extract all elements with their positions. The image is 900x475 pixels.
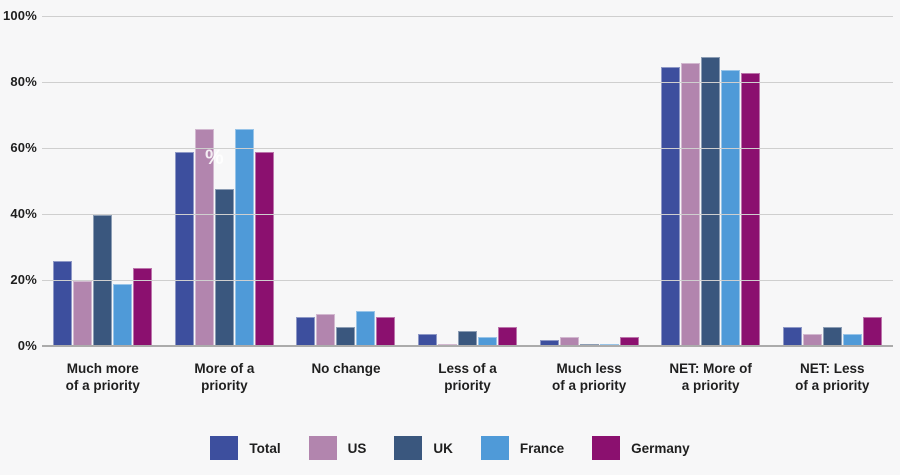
- category-label-line: priority: [444, 378, 491, 393]
- legend-label-total: Total: [249, 440, 281, 456]
- category-label-line: No change: [311, 361, 381, 376]
- bar-us: [559, 337, 579, 347]
- bar-france: [721, 69, 741, 347]
- bar-group-3: [285, 17, 407, 347]
- y-axis-tick-label: 60%: [10, 140, 37, 155]
- bar-uk: [822, 327, 842, 347]
- legend-item-uk: UK: [394, 436, 453, 460]
- bar-uk: [458, 330, 478, 347]
- bar-group-5: [528, 17, 650, 347]
- category-label-line: of a priority: [65, 378, 140, 393]
- category-label-line: Much more: [66, 361, 139, 376]
- bar-uk: [214, 188, 234, 347]
- y-axis-tick-label: 80%: [10, 74, 37, 89]
- bar-total: [174, 152, 194, 347]
- legend-label-france: France: [519, 440, 565, 456]
- category-label-line: Much less: [556, 361, 622, 376]
- bar-germany: [498, 327, 518, 347]
- category-label-6: NET: More of a priority: [650, 360, 772, 394]
- bar-france: [234, 129, 254, 347]
- bar-group-1: [42, 17, 164, 347]
- bar-us: [73, 281, 93, 347]
- bar-germany: [619, 337, 639, 347]
- bar-germany: [254, 152, 274, 347]
- bar-groups: [42, 17, 893, 347]
- x-axis-baseline: [42, 345, 893, 347]
- gridline: [42, 214, 893, 215]
- legend-swatch-uk: [394, 436, 423, 460]
- x-axis-labels: Much more of a priority More of a priority N…: [42, 360, 893, 394]
- bar-france: [842, 333, 862, 347]
- bar-france: [478, 337, 498, 347]
- bar-germany: [133, 267, 153, 347]
- bar-group-4: [407, 17, 529, 347]
- legend-item-us: US: [308, 436, 367, 460]
- bar-uk: [701, 56, 721, 347]
- category-label-4: Less of a priority: [407, 360, 529, 394]
- legend-item-france: France: [480, 436, 565, 460]
- category-label-5: Much less of a priority: [528, 360, 650, 394]
- bar-germany: [376, 317, 396, 347]
- category-label-line: NET: Less: [799, 361, 865, 376]
- bar-uk: [336, 327, 356, 347]
- legend-swatch-france: [480, 436, 509, 460]
- bar-us: [194, 129, 214, 347]
- bar-us: [802, 333, 822, 347]
- category-label-2: More of a priority: [164, 360, 286, 394]
- gridline: [42, 82, 893, 83]
- legend-label-uk: UK: [433, 440, 453, 456]
- category-label-line: Less of a: [438, 361, 497, 376]
- category-label-line: More of a: [194, 361, 255, 376]
- bar-us: [316, 314, 336, 347]
- category-label-1: Much more of a priority: [42, 360, 164, 394]
- bar-germany: [741, 73, 761, 347]
- bar-total: [782, 327, 802, 347]
- gridline: [42, 280, 893, 281]
- legend-swatch-us: [308, 436, 337, 460]
- legend-swatch-germany: [592, 436, 621, 460]
- gridline: [42, 16, 893, 17]
- bar-group-2: [164, 17, 286, 347]
- category-label-line: of a priority: [551, 378, 627, 393]
- bar-france: [356, 310, 376, 347]
- y-axis-tick-label: 0%: [17, 338, 37, 353]
- bar-uk: [93, 215, 113, 347]
- plot-area: [42, 16, 893, 347]
- bar-france: [113, 284, 133, 347]
- category-label-line: priority: [201, 378, 248, 393]
- legend-swatch-total: [210, 436, 239, 460]
- legend-item-total: Total: [210, 436, 281, 460]
- bar-total: [418, 333, 438, 347]
- category-label-3: No change: [285, 360, 407, 394]
- category-label-line: of a priority: [795, 378, 870, 393]
- gridline: [42, 148, 893, 149]
- bar-germany: [862, 317, 882, 347]
- bar-total: [296, 317, 316, 347]
- y-axis-tick-label: 20%: [10, 272, 37, 287]
- legend-item-germany: Germany: [592, 436, 690, 460]
- category-label-line: NET: More of: [669, 361, 752, 376]
- bar-us: [681, 63, 701, 347]
- category-label-line: a priority: [681, 378, 740, 393]
- category-label-7: NET: Less of a priority: [771, 360, 893, 394]
- y-axis-tick-label: 40%: [10, 206, 37, 221]
- bar-total: [539, 340, 559, 347]
- legend-label-us: US: [347, 440, 367, 456]
- bar-total: [53, 261, 73, 347]
- legend-label-germany: Germany: [631, 440, 690, 456]
- bar-group-6: [650, 17, 772, 347]
- bar-group-7: [771, 17, 893, 347]
- y-axis-tick-label: 100%: [2, 8, 37, 23]
- chart-legend: Total US UK France Germany: [0, 436, 900, 460]
- bar-total: [661, 66, 681, 347]
- stray-percent-watermark: %: [205, 146, 224, 169]
